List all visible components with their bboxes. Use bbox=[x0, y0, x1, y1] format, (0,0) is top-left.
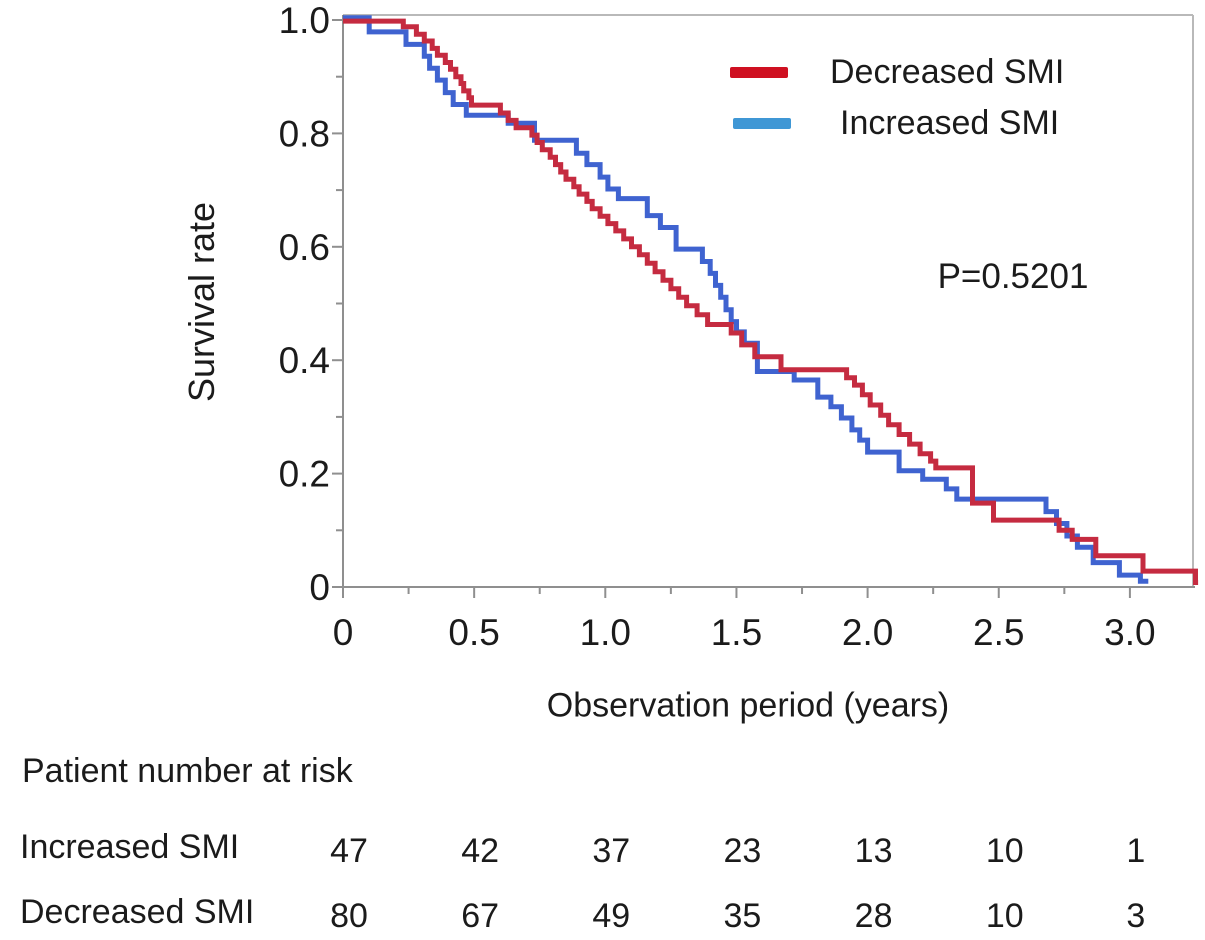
risk-count: 67 bbox=[461, 897, 500, 935]
risk-count: 80 bbox=[330, 897, 368, 935]
risk-row-decreased-counts: 80 67 49 35 28 10 3 bbox=[0, 893, 1205, 939]
x-tick-label: 2.0 bbox=[842, 612, 893, 653]
risk-row-label-increased: Increased SMI bbox=[20, 828, 240, 866]
y-axis-title: Survival rate bbox=[181, 201, 222, 403]
legend-label: Increased SMI bbox=[840, 104, 1060, 142]
x-axis-title: Observation period (years) bbox=[546, 686, 950, 725]
decreased-smi-line-swatch bbox=[730, 67, 788, 78]
y-tick-label: 0.8 bbox=[279, 113, 330, 154]
risk-count: 28 bbox=[854, 897, 893, 935]
risk-count: 49 bbox=[592, 897, 631, 935]
risk-table-title: Patient number at risk bbox=[22, 752, 353, 790]
risk-count: 42 bbox=[461, 832, 500, 870]
x-tick-label: 2.5 bbox=[973, 612, 1024, 653]
risk-count: 35 bbox=[723, 897, 762, 935]
km-survival-chart: 1.0 0.8 0.6 0.4 0.2 00 0.5 1.0 1.5 2.0 2.5 3.0 bbox=[279, 0, 1199, 653]
legend-item-decreased-smi: Decreased SMI bbox=[730, 47, 1064, 98]
y-tick-label: 1.0 bbox=[279, 0, 330, 41]
survival-curve-increased-smi bbox=[343, 15, 1149, 584]
x-tick-label: 1.0 bbox=[580, 612, 631, 653]
increased-smi-line-swatch bbox=[733, 118, 791, 129]
p-value-annotation: P=0.5201 bbox=[937, 257, 1089, 296]
x-tick-label: 1.5 bbox=[711, 612, 762, 653]
survival-curve-decreased-smi bbox=[343, 18, 1199, 585]
risk-row-label-decreased: Decreased SMI bbox=[20, 893, 255, 931]
risk-count: 3 bbox=[1126, 897, 1146, 935]
risk-count: 10 bbox=[985, 897, 1024, 935]
y-tick-label: 0.2 bbox=[279, 454, 330, 495]
y-tick-label: 0.4 bbox=[279, 340, 330, 381]
chart-legend: Decreased SMI Increased SMI bbox=[730, 47, 1064, 149]
legend-item-increased-smi: Increased SMI bbox=[730, 98, 1064, 149]
y-tick-label: 0 bbox=[309, 567, 330, 608]
risk-count: 1 bbox=[1126, 832, 1146, 870]
x-tick-label: 0 bbox=[333, 612, 354, 653]
x-tick-label: 3.0 bbox=[1104, 612, 1155, 653]
y-tick-label: 0.6 bbox=[279, 227, 330, 268]
risk-count: 37 bbox=[592, 832, 631, 870]
x-tick-label: 0.5 bbox=[448, 612, 499, 653]
legend-label: Decreased SMI bbox=[830, 53, 1065, 91]
risk-count: 10 bbox=[985, 832, 1024, 870]
risk-row-increased-counts: 47 42 37 23 13 10 1 bbox=[0, 828, 1205, 874]
risk-count: 47 bbox=[330, 832, 368, 870]
risk-count: 23 bbox=[723, 832, 762, 870]
risk-count: 13 bbox=[854, 832, 893, 870]
